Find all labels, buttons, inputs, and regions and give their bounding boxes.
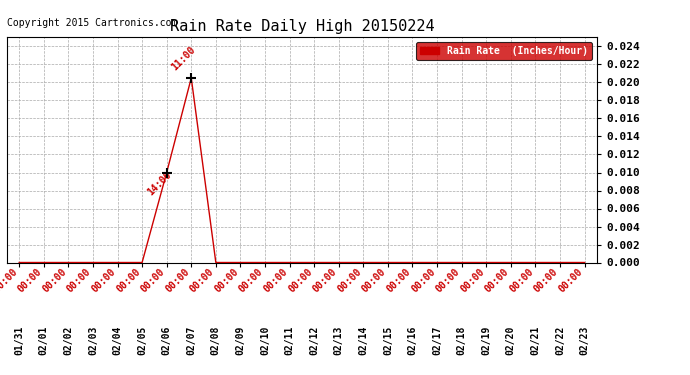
Text: 02/19: 02/19	[481, 326, 491, 355]
Text: 00:00: 00:00	[311, 267, 339, 295]
Text: 00:00: 00:00	[237, 267, 265, 295]
Text: 00:00: 00:00	[90, 267, 117, 295]
Text: 02/01: 02/01	[39, 326, 49, 355]
Text: 02/17: 02/17	[432, 326, 442, 355]
Text: 00:00: 00:00	[360, 267, 388, 295]
Text: 11:00: 11:00	[169, 45, 197, 73]
Text: 00:00: 00:00	[483, 267, 511, 295]
Text: 02/08: 02/08	[211, 326, 221, 355]
Text: 00:00: 00:00	[508, 267, 535, 295]
Text: 02/06: 02/06	[161, 326, 172, 355]
Text: Copyright 2015 Cartronics.com: Copyright 2015 Cartronics.com	[7, 18, 177, 28]
Text: 02/22: 02/22	[555, 326, 565, 355]
Text: 00:00: 00:00	[164, 267, 191, 295]
Text: 00:00: 00:00	[213, 267, 240, 295]
Text: 00:00: 00:00	[286, 267, 314, 295]
Text: 02/13: 02/13	[334, 326, 344, 355]
Text: 00:00: 00:00	[384, 267, 413, 295]
Text: 02/09: 02/09	[235, 326, 246, 355]
Text: 01/31: 01/31	[14, 326, 24, 355]
Text: 00:00: 00:00	[557, 267, 584, 295]
Text: 02/20: 02/20	[506, 326, 516, 355]
Text: 02/05: 02/05	[137, 326, 147, 355]
Text: 00:00: 00:00	[335, 267, 364, 295]
Text: 02/07: 02/07	[186, 326, 196, 355]
Text: 00:00: 00:00	[188, 267, 216, 295]
Text: 02/23: 02/23	[580, 326, 589, 355]
Title: Rain Rate Daily High 20150224: Rain Rate Daily High 20150224	[170, 18, 434, 33]
Text: 02/18: 02/18	[457, 326, 466, 355]
Text: 00:00: 00:00	[139, 267, 167, 295]
Text: 00:00: 00:00	[16, 267, 43, 295]
Legend: Rain Rate  (Inches/Hour): Rain Rate (Inches/Hour)	[416, 42, 592, 60]
Text: 00:00: 00:00	[262, 267, 290, 295]
Text: 02/21: 02/21	[531, 326, 540, 355]
Text: 00:00: 00:00	[409, 267, 437, 295]
Text: 00:00: 00:00	[65, 267, 93, 295]
Text: 02/15: 02/15	[383, 326, 393, 355]
Text: 02/14: 02/14	[358, 326, 368, 355]
Text: 02/04: 02/04	[112, 326, 123, 355]
Text: 14:00: 14:00	[146, 169, 174, 197]
Text: 00:00: 00:00	[115, 267, 142, 295]
Text: 00:00: 00:00	[458, 267, 486, 295]
Text: 00:00: 00:00	[434, 267, 462, 295]
Text: 02/02: 02/02	[63, 326, 73, 355]
Text: 02/16: 02/16	[408, 326, 417, 355]
Text: 02/11: 02/11	[284, 326, 295, 355]
Text: 00:00: 00:00	[532, 267, 560, 295]
Text: 00:00: 00:00	[0, 267, 19, 295]
Text: 02/03: 02/03	[88, 326, 98, 355]
Text: 02/10: 02/10	[260, 326, 270, 355]
Text: 02/12: 02/12	[309, 326, 319, 355]
Text: 00:00: 00:00	[41, 267, 68, 295]
